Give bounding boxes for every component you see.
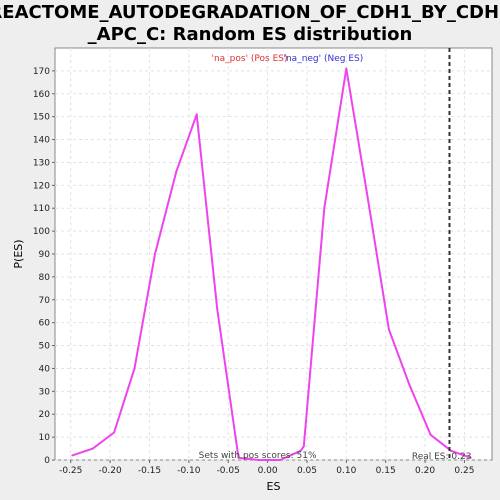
data-point [345, 67, 348, 70]
data-point [279, 459, 282, 461]
data-point [91, 447, 94, 450]
y-tick-label: 40 [39, 364, 51, 374]
data-point [195, 113, 198, 116]
y-tick-label: 100 [33, 227, 50, 237]
data-point [133, 367, 136, 370]
x-tick-label: 0.25 [454, 466, 474, 476]
data-point [113, 431, 116, 434]
data-point [216, 307, 219, 310]
y-tick-label: 90 [39, 250, 51, 260]
data-point [153, 253, 156, 255]
y-tick-label: 80 [39, 273, 51, 283]
x-tick-label: -0.15 [138, 466, 161, 476]
data-point [71, 454, 74, 457]
y-tick-label: 120 [33, 181, 50, 191]
x-axis-label: ES [267, 480, 281, 493]
data-point [429, 433, 432, 436]
y-tick-label: 160 [33, 90, 50, 100]
y-tick-label: 140 [33, 136, 50, 146]
y-axis-label: P(ES) [12, 239, 25, 268]
axis-ticks: 0 10 20 30 40 50 60 70 80 90 100 110 120 130 140 150 160… [33, 67, 475, 476]
data-point [408, 383, 411, 386]
y-tick-label: 10 [39, 433, 51, 443]
x-tick-label: 0.20 [415, 466, 435, 476]
data-point [257, 459, 260, 461]
data-point [175, 170, 178, 173]
x-tick-label: 0.05 [297, 466, 317, 476]
x-tick-label: 0.10 [336, 466, 356, 476]
y-tick-label: 0 [44, 456, 50, 466]
x-tick-label: -0.05 [217, 466, 240, 476]
y-tick-label: 130 [33, 158, 50, 168]
real-es-label: Real ES: 0.23 [412, 452, 472, 462]
y-tick-label: 30 [39, 387, 51, 397]
x-tick-label: -0.25 [59, 466, 82, 476]
data-point [365, 191, 368, 194]
legend-neg-label: 'na_neg' (Neg ES) [284, 54, 364, 64]
series-layer [71, 67, 472, 461]
data-point [237, 456, 240, 459]
y-tick-label: 170 [33, 67, 50, 77]
grid [55, 48, 492, 461]
x-tick-label: 0.00 [258, 466, 278, 476]
data-point [387, 328, 390, 331]
y-tick-label: 20 [39, 410, 51, 420]
x-tick-label: -0.20 [98, 466, 122, 476]
x-tick-label: -0.10 [177, 466, 201, 476]
y-tick-label: 60 [39, 319, 51, 329]
data-point [450, 449, 453, 452]
data-point [469, 456, 472, 459]
y-tick-label: 150 [33, 113, 50, 123]
y-tick-label: 70 [39, 296, 51, 306]
data-point [302, 445, 305, 448]
footer-note: Sets with pos scores: 51% [199, 451, 317, 461]
chart-title-line1: REACTOME_AUTODEGRADATION_OF_CDH1_BY_CDH1 [0, 2, 500, 23]
x-tick-label: 0.15 [376, 466, 396, 476]
legend-pos-label: 'na_pos' (Pos ES) [211, 54, 287, 64]
y-tick-label: 50 [39, 342, 51, 352]
data-point [323, 207, 326, 210]
y-tick-label: 110 [33, 204, 50, 214]
data-point [299, 449, 302, 452]
chart-title-line2: _APC_C: Random ES distribution [88, 24, 413, 45]
